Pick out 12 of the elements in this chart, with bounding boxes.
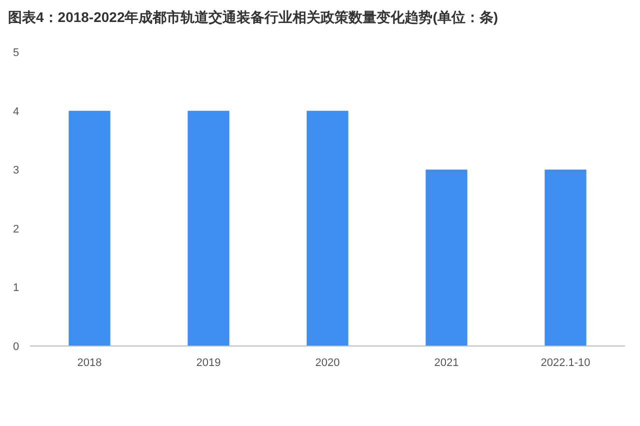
y-tick-label: 3 [12,164,20,177]
x-tick-label: 2018 [77,357,102,369]
x-tick-label: 2021 [434,357,459,369]
y-tick-label: 1 [12,282,20,294]
x-tick-label: 2022.1-10 [540,357,590,369]
chart-title: 图表4：2018-2022年成都市轨道交通装备行业相关政策数量变化趋势(单位：条) [8,9,498,25]
x-tick-label: 2020 [315,357,340,369]
y-tick-label: 2 [12,223,20,236]
y-tick-label: 5 [12,47,20,59]
y-tick-label: 4 [12,106,20,118]
y-tick-label: 0 [12,341,20,353]
x-tick-label: 2019 [196,357,221,369]
